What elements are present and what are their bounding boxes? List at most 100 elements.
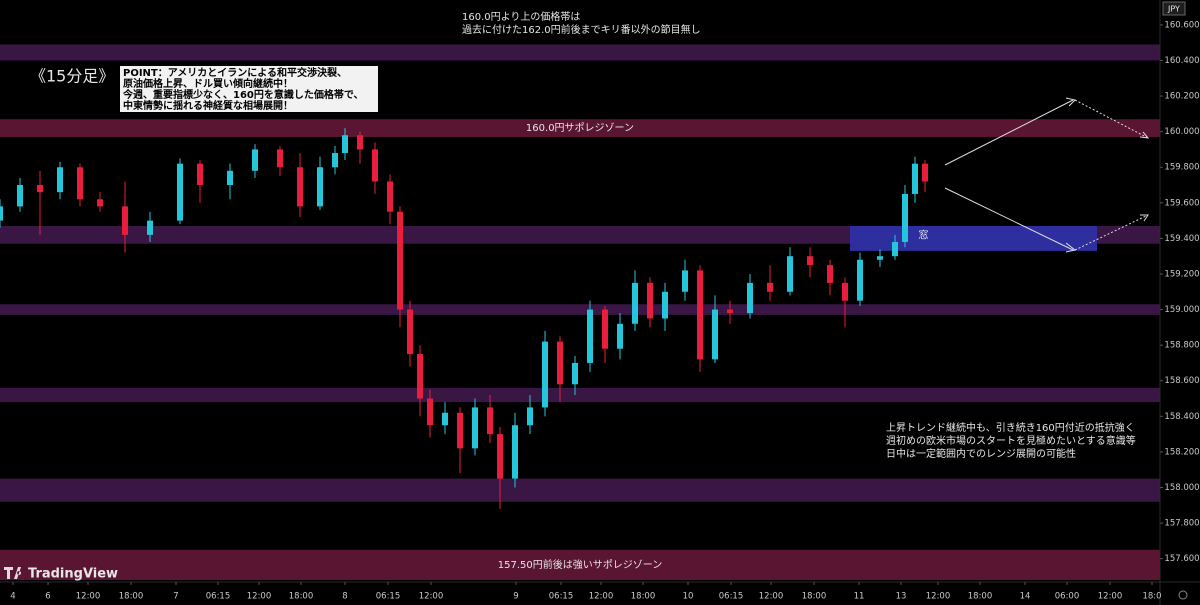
y-tick-label: 158.400 [1164,412,1199,422]
x-tick-label: 8 [342,592,347,602]
candle-body [342,135,348,154]
y-tick-label: 159.800 [1164,163,1199,173]
x-tick-label: 12:00 [1098,592,1123,602]
arrow [944,99,1074,166]
currency-box [1162,1,1186,16]
candle-body [787,256,793,292]
zone-label: 160.0円サポレジゾーン [526,122,634,134]
x-tick-label: 13 [896,592,907,602]
candle-body [857,259,863,301]
right-note: 週初めの欧米市場のスタートを見極めたいとする意識等 [886,434,1136,447]
x-tick-label: 18:00 [289,592,314,602]
candle-body [497,434,503,479]
candle-body [387,181,393,212]
watermark: TradingView [28,567,118,582]
candle-body [557,341,563,385]
x-tick-label: 12:00 [589,592,614,602]
x-tick-label: 4 [10,592,15,602]
candle-body [632,282,638,324]
candle-body [427,398,433,426]
arrow-head [1139,131,1150,139]
candle-body [97,199,103,207]
candle-body [727,309,733,314]
x-tick-label: 12:00 [419,592,444,602]
candle-body [197,163,203,186]
arrow-head [1140,214,1149,222]
candle-body [357,135,363,150]
x-axis: 4 6 12:00 18:00 7 06:15 12:00 18:00 8 06:15 12:00 9… [10,582,1162,602]
arrow [944,187,1074,251]
candle-body [227,170,233,186]
candle-body [542,341,548,408]
zone [0,119,1160,137]
x-tick-label: 9 [513,592,518,602]
candle-body [17,185,23,207]
settings-icon[interactable] [1178,590,1188,600]
arrow-dotted [1074,214,1149,251]
point-note: 今週、重要指標少なく、160円を意識した価格帯で、 [122,88,363,101]
right-note: 上昇トレンド継続中も、引き続き160円付近の抵抗強く [886,421,1135,434]
x-tick-label: 12:00 [76,592,101,602]
x-tick-label: 6 [45,592,50,602]
top-note: 160.0円より上の価格帯は [462,10,580,23]
candle-body [572,362,578,385]
candle-body [587,309,593,363]
y-tick-label: 157.800 [1164,519,1199,529]
zone [0,478,1160,502]
currency: JPY [1167,5,1180,14]
y-tick-label: 159.600 [1164,198,1199,208]
candle-body [767,282,773,292]
zone [0,549,1160,580]
right-note: 日中は一定範囲内でのレンジ展開の可能性 [886,447,1076,460]
candle-body [332,153,338,168]
candle-body [0,206,3,221]
candle-body [527,407,533,426]
timeframe: 《15分足》 [30,67,114,86]
candle-body [252,149,258,171]
y-tick-label: 160.600 [1164,20,1199,30]
candle-body [37,185,43,193]
candle-body [512,425,518,479]
top-note: 過去に付けた162.0円前後までキリ番以外の節目無し [462,23,701,36]
y-tick-label: 158.200 [1164,447,1199,457]
x-tick-label: 06:15 [376,592,401,602]
arrow-dotted [1074,99,1149,139]
y-tick-label: 158.000 [1164,483,1199,493]
candle-body [407,309,413,355]
candle-body [147,220,153,235]
arrow-head [1065,242,1077,253]
logo [4,567,22,579]
x-tick-label: 18:00 [968,592,993,602]
candle-body [827,265,833,283]
x-tick-label: 14 [1020,592,1031,602]
x-tick-label: 18:00 [631,592,656,602]
candle-body [662,291,668,319]
y-tick-label: 157.600 [1164,554,1199,564]
candle-body [712,309,718,360]
gap-label: 窓 [919,228,929,241]
arrow-head [1065,97,1076,107]
candle-body [892,241,898,257]
candle-body [912,163,918,194]
candle-body [807,256,813,266]
candle-body [122,206,128,235]
candle-body [417,354,423,399]
zone [0,44,1160,61]
x-tick-label: 7 [173,592,178,602]
candle-body [747,282,753,314]
candle-body [77,167,83,200]
candle-body [842,282,848,301]
x-tick-label: 06:00 [1055,592,1080,602]
candle-body [602,309,608,349]
candle-body [647,282,653,319]
y-tick-label: 159.000 [1164,305,1199,315]
x-tick-label: 12:00 [926,592,951,602]
x-tick-label: 12:00 [247,592,272,602]
y-tick-label: 160.000 [1164,127,1199,137]
candle-body [902,193,908,242]
y-tick-label: 158.800 [1164,341,1199,351]
candle-body [177,163,183,221]
x-tick-label: 06:15 [549,592,574,602]
